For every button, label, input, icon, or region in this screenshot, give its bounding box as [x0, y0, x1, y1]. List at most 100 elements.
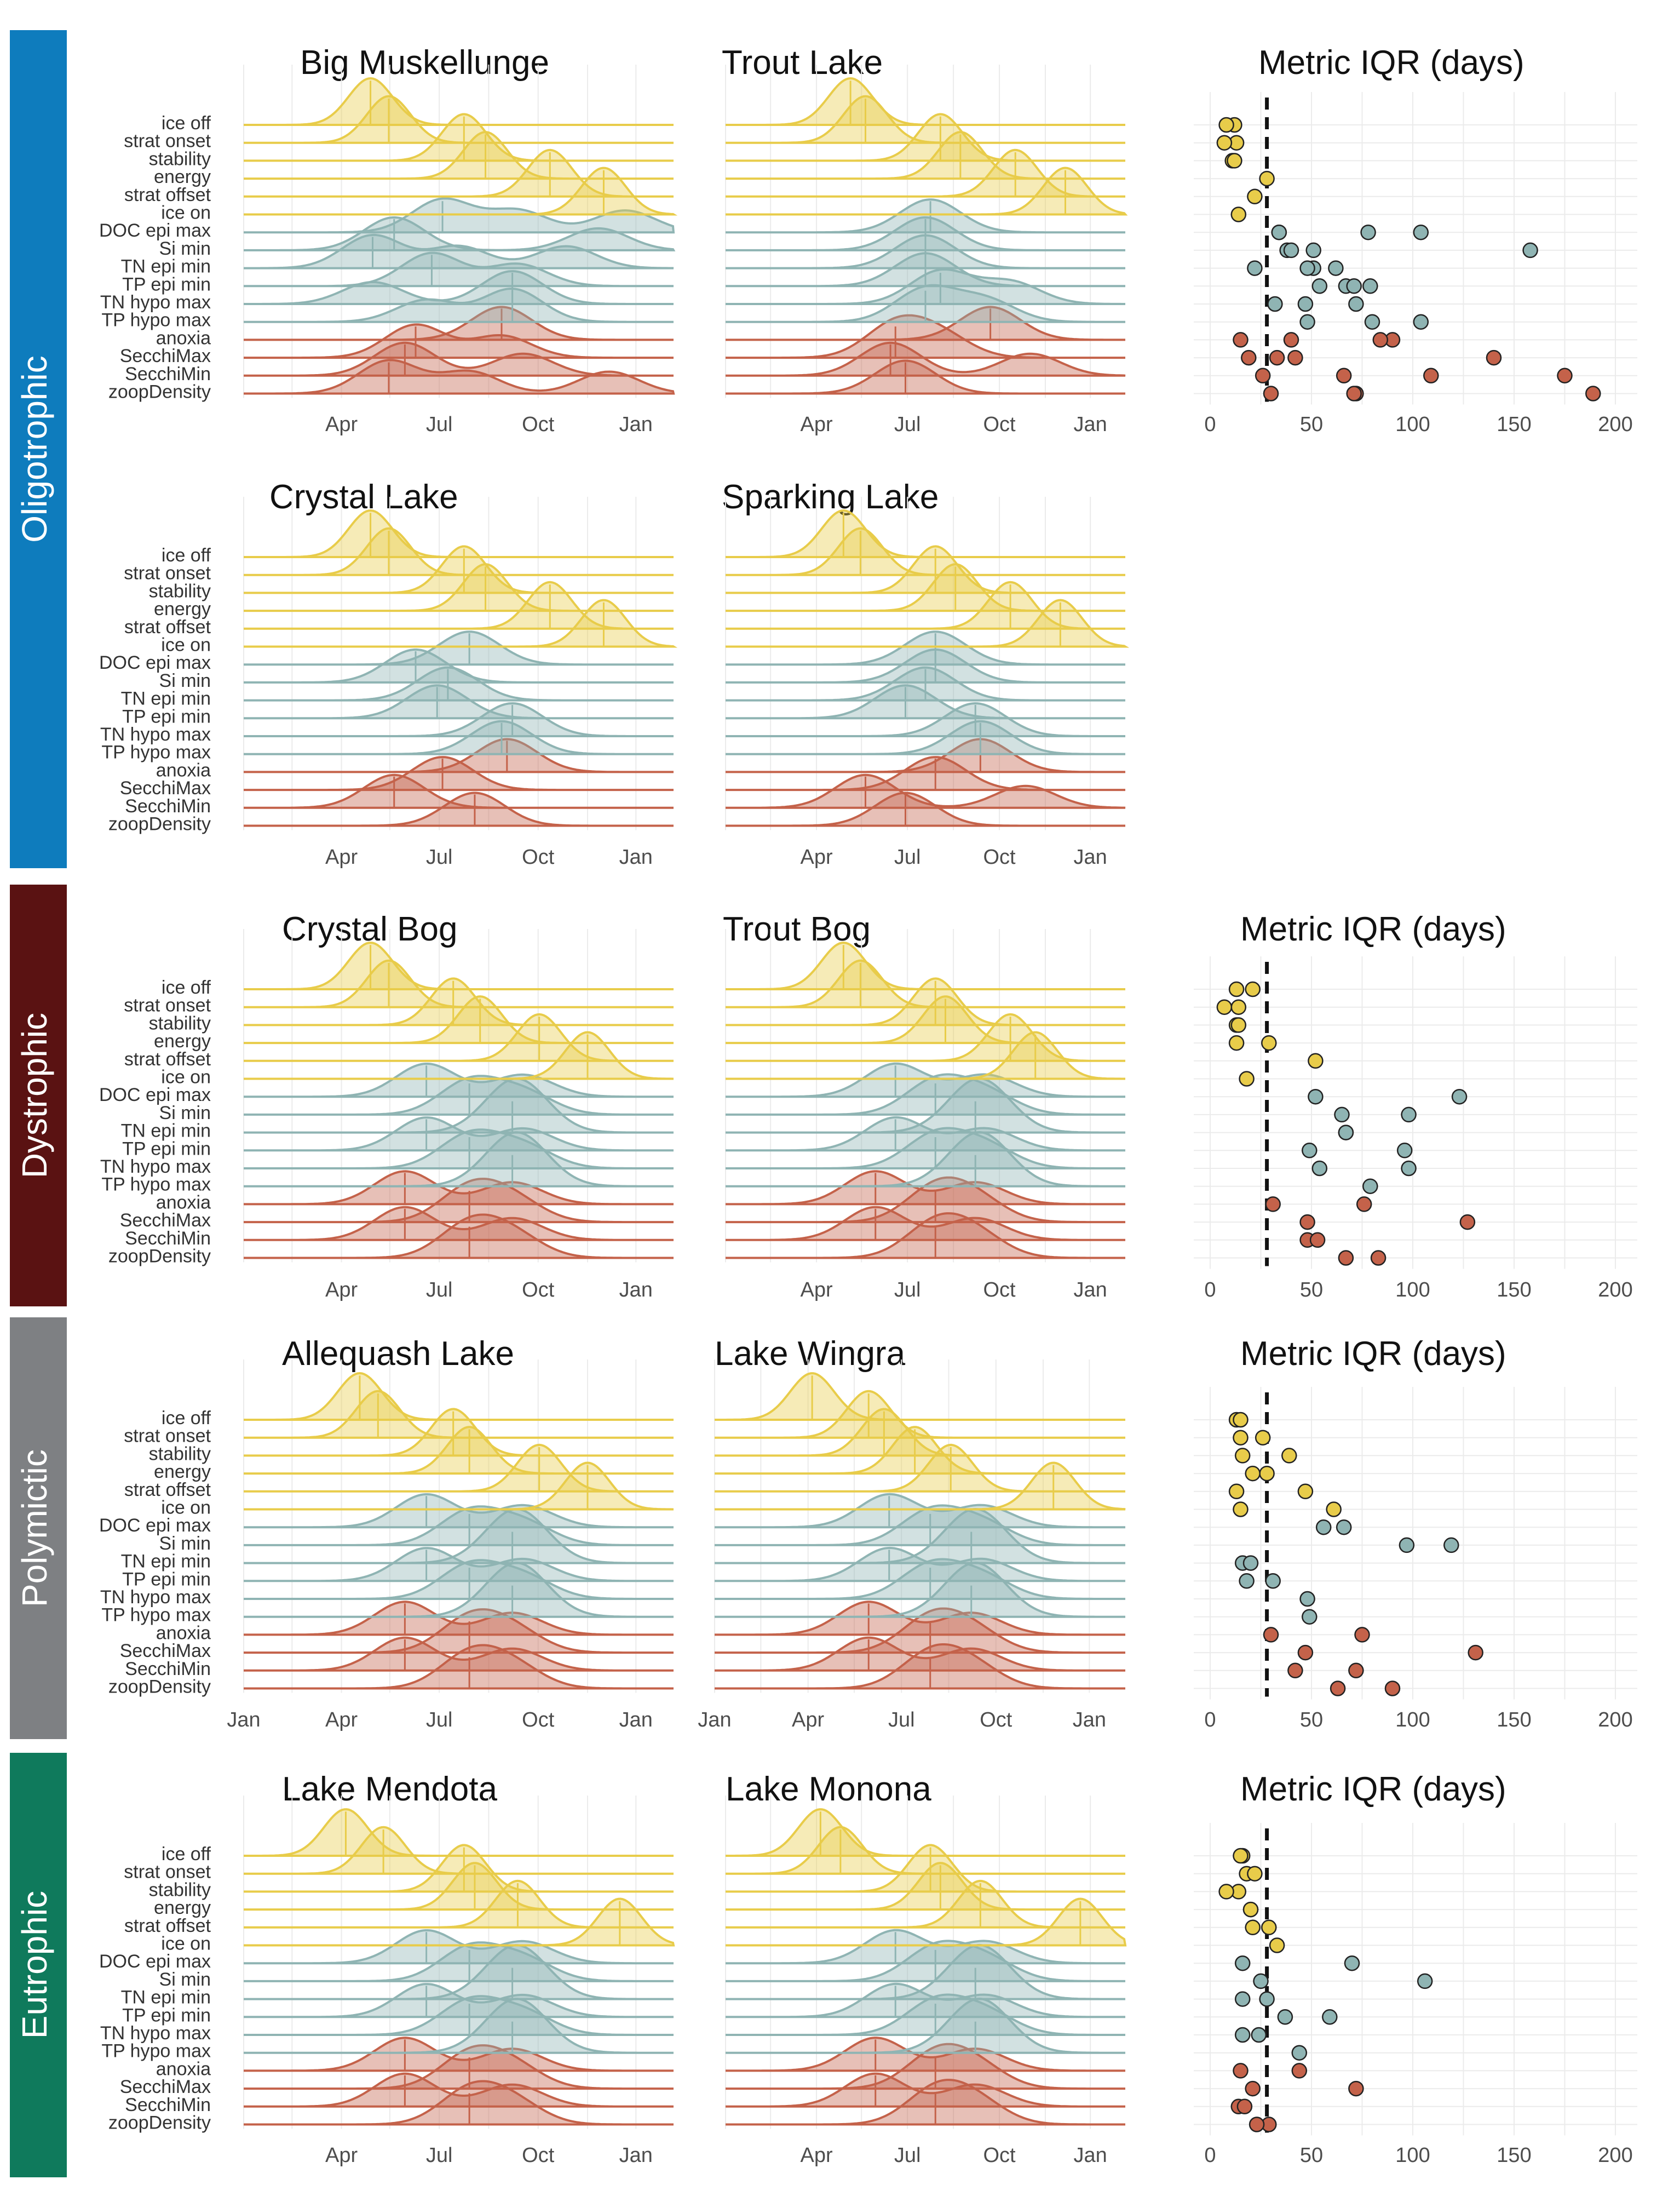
ridge-zoopdensity: [715, 1643, 1125, 1690]
iqr-point: [1255, 368, 1271, 384]
iqr-title: Metric IQR (days): [1258, 44, 1524, 82]
ridge-secchimin: [244, 1206, 674, 1241]
ridge-ice-off: [726, 1808, 1125, 1857]
iqr-point: [1261, 1919, 1277, 1936]
x-tick-label: Oct: [983, 1278, 1016, 1301]
x-tick-label: 150: [1497, 1278, 1531, 1301]
iqr-point: [1233, 2063, 1249, 2079]
iqr-point: [1227, 153, 1242, 169]
metric-label: zoopDensity: [108, 814, 211, 835]
panel-title: Sparking Lake: [722, 478, 939, 516]
ridge-doc-epi-max: [726, 198, 1125, 234]
ridge-secchimin: [244, 341, 674, 377]
ridge-tp-epi-min: [244, 1983, 674, 2018]
iqr-point: [1267, 296, 1283, 312]
ridge-energy: [726, 563, 1125, 612]
iqr-point: [1236, 2098, 1253, 2115]
x-tick-label: Jan: [1073, 846, 1107, 869]
group-bar-polymictic: Polymictic: [10, 1317, 67, 1739]
ridge-energy: [726, 995, 1125, 1045]
ridge-anoxia: [715, 1601, 1125, 1636]
ridge-strat-onset: [244, 527, 674, 576]
metric-label: ice on: [161, 1934, 211, 1954]
x-tick-label: Apr: [801, 413, 833, 436]
metric-label: DOC epi max: [99, 1085, 211, 1105]
iqr-point: [1234, 2027, 1251, 2043]
metric-label: stability: [149, 1013, 211, 1034]
metric-label: strat onset: [124, 1862, 211, 1883]
iqr-point: [1228, 1483, 1245, 1500]
ridge-tp-epi-min: [244, 251, 674, 288]
metric-label: TN epi min: [121, 1987, 211, 2008]
iqr-point: [1315, 1519, 1332, 1535]
iqr-point: [1263, 1627, 1279, 1643]
metric-label: anoxia: [156, 328, 211, 348]
iqr-point: [1459, 1214, 1476, 1230]
metric-label: DOC epi max: [99, 1951, 211, 1972]
metric-label: strat offset: [124, 185, 211, 205]
panel-title: Crystal Lake: [269, 478, 458, 516]
iqr-point: [1247, 188, 1263, 205]
ridge-energy: [244, 1426, 674, 1475]
metric-label: strat onset: [124, 1426, 211, 1447]
ridge-strat-onset: [726, 1826, 1125, 1875]
metric-label: SecchiMax: [120, 1641, 211, 1661]
ridge-zoopdensity: [244, 359, 675, 395]
iqr-point: [1308, 1053, 1324, 1069]
x-tick-label: 0: [1204, 1278, 1216, 1301]
ridge-secchimax: [726, 756, 1125, 791]
iqr-point: [1423, 368, 1439, 384]
iqr-point: [1585, 386, 1601, 402]
metric-label: Si min: [159, 1533, 211, 1554]
iqr-point: [1401, 1106, 1417, 1123]
x-tick-label: Jan: [698, 1708, 731, 1731]
iqr-point: [1234, 1448, 1251, 1464]
ridge-doc-epi-max: [244, 630, 674, 666]
iqr-point: [1311, 1160, 1328, 1177]
x-tick-label: Oct: [522, 1278, 555, 1301]
iqr-point: [1241, 349, 1257, 366]
iqr-point: [1216, 135, 1233, 151]
ridge-ice-off: [244, 509, 674, 558]
ridge-anoxia: [244, 1601, 674, 1636]
ridge-tp-hypo-max: [244, 1998, 674, 2054]
ridge-tp-hypo-max: [244, 287, 674, 323]
ridge-ice-on: [244, 599, 678, 648]
metric-label: energy: [154, 167, 211, 187]
iqr-point: [1334, 1106, 1350, 1123]
metric-label: stability: [149, 1879, 211, 1900]
metric-label: TN hypo max: [100, 1156, 211, 1177]
ridge-strat-onset: [726, 95, 1125, 144]
metric-label: TP hypo max: [101, 1174, 211, 1195]
ridge-tn-epi-min: [244, 1944, 674, 2000]
iqr-point: [1269, 1937, 1285, 1953]
x-tick-label: Apr: [801, 1278, 833, 1301]
x-tick-label: 100: [1395, 1278, 1430, 1301]
ridge-energy: [726, 131, 1125, 180]
iqr-point: [1557, 368, 1573, 384]
iqr-point: [1245, 2080, 1261, 2097]
ridge-anoxia: [726, 1170, 1125, 1206]
x-tick-label: Jan: [619, 413, 653, 436]
iqr-point: [1269, 349, 1285, 366]
iqr-point: [1228, 981, 1245, 997]
ridge-doc-epi-max: [726, 630, 1125, 666]
ridge-tn-hypo-max: [244, 1559, 674, 1600]
iqr-point: [1308, 1088, 1324, 1105]
metric-label: DOC epi max: [99, 1515, 211, 1536]
iqr-point: [1218, 1884, 1234, 1900]
x-tick-label: Jan: [227, 1708, 260, 1731]
ridge-ice-off: [244, 1808, 674, 1857]
metric-label: TN hypo max: [100, 292, 211, 313]
ridge-secchimin: [726, 1206, 1125, 1241]
x-tick-label: 50: [1300, 1708, 1323, 1731]
x-tick-label: 50: [1300, 1278, 1323, 1301]
ridge-strat-offset: [244, 1443, 674, 1493]
metric-label: zoopDensity: [108, 2113, 211, 2133]
iqr-point: [1218, 117, 1234, 133]
x-tick-label: 100: [1395, 1708, 1430, 1731]
ridge-strat-onset: [244, 1390, 674, 1439]
panel-title: Lake Monona: [726, 1770, 931, 1808]
iqr-point: [1302, 1609, 1317, 1625]
metric-label: TN epi min: [121, 256, 211, 277]
